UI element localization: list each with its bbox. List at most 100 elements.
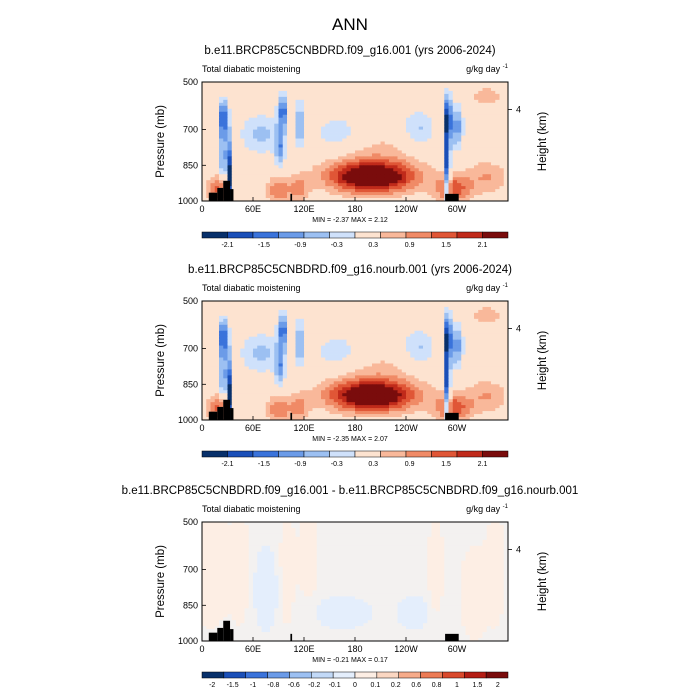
heatmap-cell bbox=[338, 180, 343, 184]
heatmap-cell bbox=[457, 321, 462, 326]
heatmap-cell bbox=[478, 159, 483, 163]
heatmap-cell bbox=[206, 120, 211, 125]
heatmap-cell bbox=[503, 87, 509, 92]
heatmap-cell bbox=[359, 82, 364, 86]
heatmap-cell bbox=[346, 327, 352, 332]
heatmap-cell bbox=[431, 111, 437, 116]
heatmap-cell bbox=[359, 177, 364, 181]
heatmap-cell bbox=[321, 301, 326, 305]
heatmap-cell bbox=[393, 306, 398, 311]
heatmap-cell bbox=[261, 87, 267, 92]
heatmap-cell bbox=[210, 189, 216, 193]
heatmap-cell bbox=[444, 315, 449, 320]
heatmap-cell bbox=[372, 321, 377, 326]
heatmap-cell bbox=[227, 327, 233, 332]
heatmap-cell bbox=[312, 82, 318, 86]
heatmap-cell bbox=[452, 105, 458, 110]
heatmap-cell bbox=[448, 171, 454, 175]
heatmap-cell bbox=[206, 117, 211, 122]
heatmap-cell bbox=[452, 174, 458, 178]
heatmap-cell bbox=[270, 177, 275, 181]
heatmap-cell bbox=[474, 327, 479, 332]
heatmap-cell bbox=[350, 351, 356, 355]
heatmap-cell bbox=[423, 330, 428, 335]
heatmap-cell bbox=[248, 147, 254, 151]
heatmap-cell bbox=[444, 342, 449, 347]
heatmap-cell bbox=[478, 156, 483, 160]
heatmap-cell bbox=[410, 144, 415, 148]
heatmap-cell bbox=[342, 342, 347, 347]
heatmap-cell bbox=[401, 153, 407, 157]
heatmap-cell bbox=[278, 348, 284, 352]
heatmap-cell bbox=[435, 114, 441, 119]
heatmap-cell bbox=[223, 153, 228, 157]
heatmap-cell bbox=[244, 186, 250, 190]
heatmap-cell bbox=[210, 342, 216, 347]
heatmap-cell bbox=[316, 114, 322, 119]
heatmap-cell bbox=[448, 342, 454, 347]
heatmap-cell bbox=[448, 82, 454, 86]
heatmap-cell bbox=[469, 102, 475, 107]
heatmap-cell bbox=[380, 93, 386, 98]
heatmap-cell bbox=[448, 348, 454, 352]
heatmap-cell bbox=[282, 333, 288, 338]
heatmap-cell bbox=[414, 171, 420, 175]
heatmap-cell bbox=[491, 309, 496, 314]
heatmap-cell bbox=[486, 375, 492, 379]
heatmap-cell bbox=[406, 369, 411, 373]
heatmap-cell bbox=[261, 82, 267, 86]
heatmap-cell bbox=[410, 303, 415, 308]
heatmap-cell bbox=[325, 168, 330, 172]
heatmap-cell bbox=[333, 336, 339, 341]
heatmap-cell bbox=[359, 153, 364, 157]
heatmap-cell bbox=[427, 330, 432, 335]
heatmap-cell bbox=[244, 189, 250, 193]
heatmap-cell bbox=[308, 363, 313, 367]
heatmap-cell bbox=[223, 123, 228, 128]
heatmap-cell bbox=[321, 141, 326, 145]
heatmap-cell bbox=[338, 135, 343, 139]
heatmap-cell bbox=[503, 321, 509, 326]
heatmap-cell bbox=[457, 141, 462, 145]
heatmap-cell bbox=[444, 369, 449, 373]
heatmap-cell bbox=[372, 330, 377, 335]
heatmap-cell bbox=[304, 378, 309, 382]
heatmap-cell bbox=[401, 129, 407, 133]
heatmap-cell bbox=[355, 381, 360, 385]
heatmap-cell bbox=[431, 342, 437, 347]
heatmap-cell bbox=[325, 105, 330, 110]
heatmap-cell bbox=[491, 363, 496, 367]
heatmap-cell bbox=[491, 141, 496, 145]
heatmap-cell bbox=[265, 99, 271, 104]
heatmap-cell bbox=[495, 327, 500, 332]
heatmap-cell bbox=[227, 357, 233, 361]
heatmap-cell bbox=[329, 357, 335, 361]
heatmap-cell bbox=[316, 132, 322, 136]
heatmap-cell bbox=[363, 318, 369, 323]
heatmap-cell bbox=[431, 135, 437, 139]
heatmap-cell bbox=[346, 129, 352, 133]
heatmap-cell bbox=[457, 345, 462, 349]
heatmap-cell bbox=[236, 318, 241, 323]
heatmap-cell bbox=[427, 150, 432, 154]
heatmap-cell bbox=[346, 315, 352, 320]
heatmap-cell bbox=[206, 333, 211, 338]
heatmap-cell bbox=[248, 195, 254, 199]
heatmap-cell bbox=[397, 375, 403, 379]
heatmap-cell bbox=[397, 96, 403, 101]
heatmap-cell bbox=[380, 144, 386, 148]
heatmap-cell bbox=[452, 321, 458, 326]
heatmap-cell bbox=[486, 381, 492, 385]
heatmap-cell bbox=[308, 132, 313, 136]
heatmap-cell bbox=[304, 132, 309, 136]
heatmap-cell bbox=[214, 348, 220, 352]
heatmap-cell bbox=[299, 129, 305, 133]
heatmap-cell bbox=[223, 324, 228, 329]
heatmap-cell bbox=[503, 333, 509, 338]
heatmap-cell bbox=[316, 369, 322, 373]
heatmap-cell bbox=[397, 309, 403, 314]
heatmap-cell bbox=[444, 312, 449, 317]
heatmap-cell bbox=[440, 360, 445, 364]
heatmap-cell bbox=[236, 153, 241, 157]
heatmap-cell bbox=[308, 348, 313, 352]
